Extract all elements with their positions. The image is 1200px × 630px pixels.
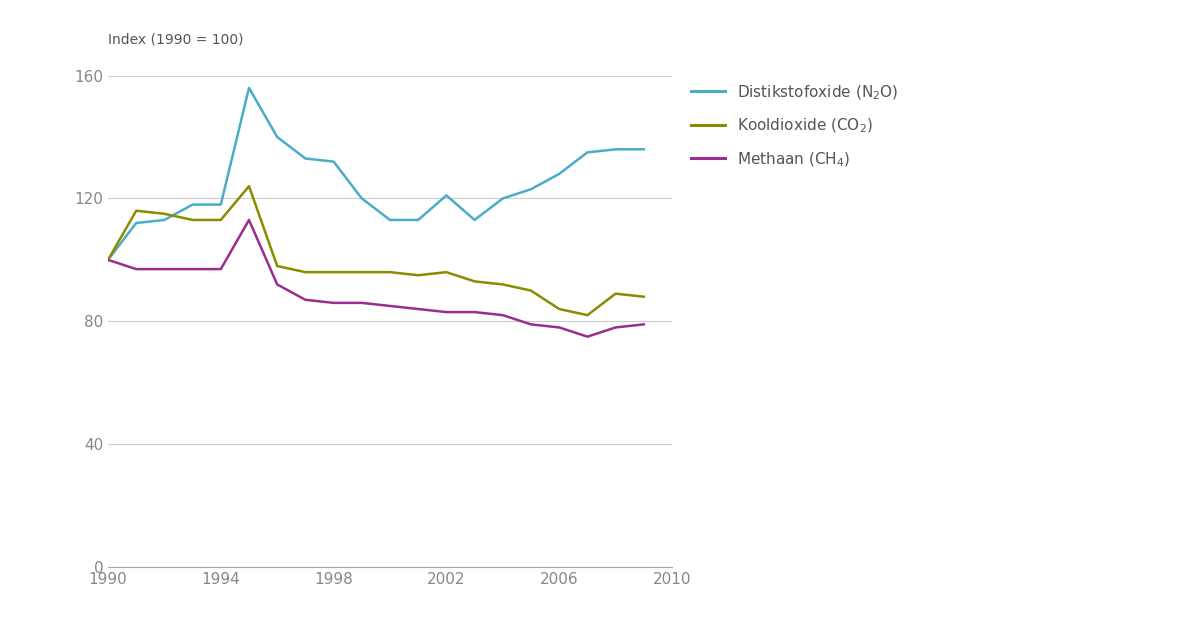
Legend: Distikstofoxide (N$_2$O), Kooldioxide (CO$_2$), Methaan (CH$_4$): Distikstofoxide (N$_2$O), Kooldioxide (C…	[691, 83, 898, 169]
Text: Index (1990 = 100): Index (1990 = 100)	[108, 32, 244, 46]
